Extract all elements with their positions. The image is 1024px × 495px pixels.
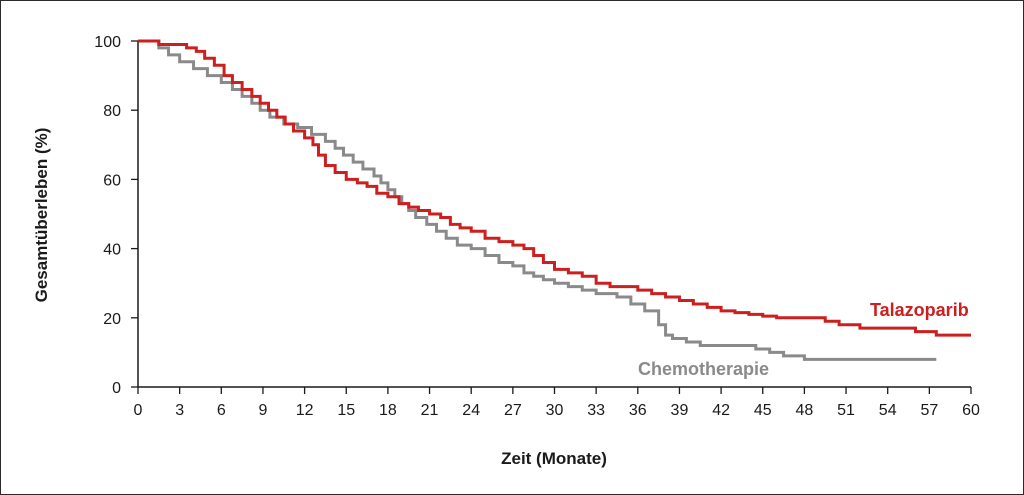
y-tick-label: 100	[94, 34, 121, 51]
x-tick-label: 9	[258, 402, 267, 419]
x-tick-label: 51	[837, 402, 855, 419]
x-tick-label: 18	[379, 402, 397, 419]
x-tick-label: 3	[175, 402, 184, 419]
series-label-chemotherapie: Chemotherapie	[638, 359, 769, 379]
axes: 0 3 6 9 12 15 18 21 24 27 30 33 36 39 42 45 48 51 54 57 60 0…	[94, 34, 980, 419]
x-tick-label: 45	[754, 402, 772, 419]
x-tick-label: 33	[587, 402, 605, 419]
y-tick-label: 60	[103, 172, 121, 189]
series-line-chemotherapie	[138, 39, 937, 361]
x-tick-label: 36	[629, 402, 647, 419]
y-tick-label: 20	[103, 311, 121, 328]
x-tick-label: 48	[796, 402, 814, 419]
y-tick-label: 0	[112, 380, 121, 397]
x-tick-label: 24	[462, 402, 480, 419]
series-layer	[138, 39, 971, 361]
x-axis-title: Zeit (Monate)	[501, 449, 607, 468]
series-line-talazoparib	[138, 39, 971, 337]
x-tick-label: 15	[337, 402, 355, 419]
x-tick-label: 0	[134, 402, 143, 419]
y-tick-label: 80	[103, 103, 121, 120]
x-tick-label: 42	[712, 402, 730, 419]
x-tick-label: 57	[920, 402, 938, 419]
x-ticks: 0 3 6 9 12 15 18 21 24 27 30 33 36 39 42 45 48 51 54 57 60	[134, 387, 980, 419]
x-tick-label: 54	[879, 402, 897, 419]
y-axis-title: Gesamtüberleben (%)	[32, 128, 51, 303]
y-ticks: 0 20 40 60 80 100	[94, 34, 138, 397]
x-tick-label: 21	[421, 402, 439, 419]
x-tick-label: 27	[504, 402, 522, 419]
x-tick-label: 12	[296, 402, 314, 419]
y-tick-label: 40	[103, 242, 121, 259]
series-label-talazoparib: Talazoparib	[870, 300, 969, 320]
x-tick-label: 60	[962, 402, 980, 419]
x-tick-label: 30	[546, 402, 564, 419]
x-tick-label: 6	[217, 402, 226, 419]
x-tick-label: 39	[671, 402, 689, 419]
